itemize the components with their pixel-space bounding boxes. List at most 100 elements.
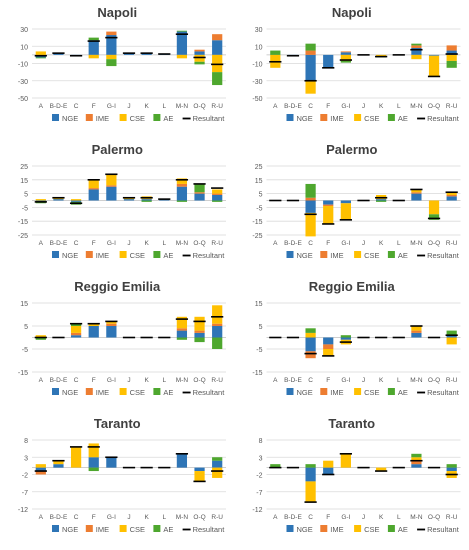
chart-panel: Reggio Emilia 15 5 -5 -15 A B-D-E C F G-I J K L M-N O-… [252, 279, 461, 397]
x-tick-label: C [308, 514, 313, 521]
y-tick-label: -25 [252, 233, 262, 240]
legend-label: Resultant [193, 114, 226, 123]
y-tick-label: 30 [255, 27, 263, 34]
legend-swatch-ae [153, 251, 161, 258]
bar-segment-ime [323, 344, 334, 349]
x-tick-label: G-I [341, 240, 350, 247]
x-tick-label: M-N [410, 240, 423, 247]
bar-segment-cse [53, 460, 64, 465]
legend-label: IME [330, 251, 343, 260]
x-tick-label: R-U [211, 240, 223, 247]
bar-segment-nge [340, 337, 351, 340]
legend-swatch-ime [85, 525, 93, 532]
y-tick-label: -7 [22, 490, 28, 497]
bar-segment-nge [323, 337, 334, 345]
bar-segment-ae [106, 59, 117, 67]
x-tick-label: O-Q [193, 377, 205, 384]
bar-segment-ime [212, 323, 223, 326]
bar-segment-nge [194, 193, 205, 201]
bar-segment-nge [194, 51, 205, 55]
bar-segment-ae [305, 183, 316, 198]
bar-segment-ae [212, 200, 223, 202]
legend-swatch-cse [354, 388, 362, 395]
y-tick-label: -50 [252, 96, 262, 103]
legend-label: CSE [130, 114, 145, 123]
legend-swatch-nge [286, 251, 294, 258]
bar-segment-ime [106, 31, 117, 36]
bar-segment-cse [194, 471, 205, 482]
bar-segment-nge [305, 337, 316, 352]
x-tick-label: A [273, 240, 278, 247]
legend-label: IME [96, 388, 109, 397]
bar-segment-ime [411, 192, 422, 194]
x-tick-label: K [144, 240, 149, 247]
legend-label: CSE [364, 114, 379, 123]
bar-segment-nge [305, 200, 316, 213]
x-tick-label: M-N [176, 240, 189, 247]
x-tick-label: F [326, 377, 330, 384]
y-tick-label: 25 [20, 164, 28, 171]
bar-segment-nge [212, 460, 223, 468]
bar-segment-ae [194, 61, 205, 65]
legend-label: Resultant [193, 525, 226, 534]
x-tick-label: B-D-E [50, 377, 68, 384]
bar-segment-nge [323, 54, 334, 68]
bar-segment-nge [106, 186, 117, 201]
y-tick-label: -5 [22, 205, 28, 212]
bar-segment-nge [411, 47, 422, 55]
bar-segment-cse [340, 54, 351, 61]
y-tick-label: 30 [20, 27, 28, 34]
chart-title: Napoli [332, 5, 372, 20]
legend-label: CSE [130, 388, 145, 397]
bar-segment-nge [88, 457, 99, 468]
x-tick-label: G-I [107, 103, 116, 110]
bar-segment-ae [270, 50, 281, 55]
bar-segment-cse [106, 54, 117, 60]
legend-label: NGE [62, 114, 78, 123]
x-tick-label: K [379, 240, 384, 247]
bar-segment-ae [446, 60, 457, 68]
legend-swatch-ae [153, 525, 161, 532]
x-tick-label: B-D-E [284, 514, 302, 521]
bar-segment-ae [270, 464, 281, 468]
bar-segment-cse [70, 199, 82, 201]
bar-segment-cse [88, 323, 99, 326]
bar-segment-nge [106, 35, 117, 55]
x-tick-label: O-Q [428, 240, 440, 247]
x-tick-label: O-Q [428, 103, 440, 110]
bar-segment-cse [35, 199, 46, 201]
bar-segment-nge [176, 453, 188, 468]
bar-segment-ime [176, 328, 188, 331]
y-tick-label: 5 [259, 324, 263, 331]
legend-label: NGE [62, 388, 78, 397]
bar-segment-nge [305, 54, 316, 81]
y-tick-label: -15 [18, 370, 28, 377]
bar-segment-cse [176, 54, 188, 59]
legend-swatch-cse [119, 251, 127, 258]
x-tick-label: A [39, 103, 44, 110]
bar-segment-nge [70, 335, 82, 338]
chart-panel: Napoli 30 10 -10 -30 -50 A B-D-E C F G-I J K L M-N O-Q R… [18, 5, 226, 123]
bar-segment-cse [411, 54, 422, 60]
y-tick-label: -15 [252, 370, 262, 377]
x-tick-label: J [362, 103, 365, 110]
bar-segment-nge [176, 31, 188, 55]
legend-label: AE [163, 114, 173, 123]
legend-label: Resultant [193, 388, 226, 397]
bar-segment-ime [411, 460, 422, 465]
x-tick-label: B-D-E [284, 103, 302, 110]
bar-segment-cse [88, 54, 99, 59]
y-tick-label: 15 [20, 178, 28, 185]
bar-segment-cse [194, 54, 205, 62]
bar-segment-ae [376, 200, 387, 202]
legend-swatch-ae [387, 388, 395, 395]
bar-segment-nge [53, 53, 64, 55]
bar-segment-ae [305, 43, 316, 51]
bar-segment-ime [106, 185, 117, 187]
x-tick-label: C [74, 240, 79, 247]
x-tick-label: C [308, 103, 313, 110]
y-tick-label: -12 [252, 507, 262, 514]
legend-label: NGE [62, 251, 78, 260]
x-tick-label: K [379, 514, 384, 521]
legend-label: NGE [297, 114, 313, 123]
